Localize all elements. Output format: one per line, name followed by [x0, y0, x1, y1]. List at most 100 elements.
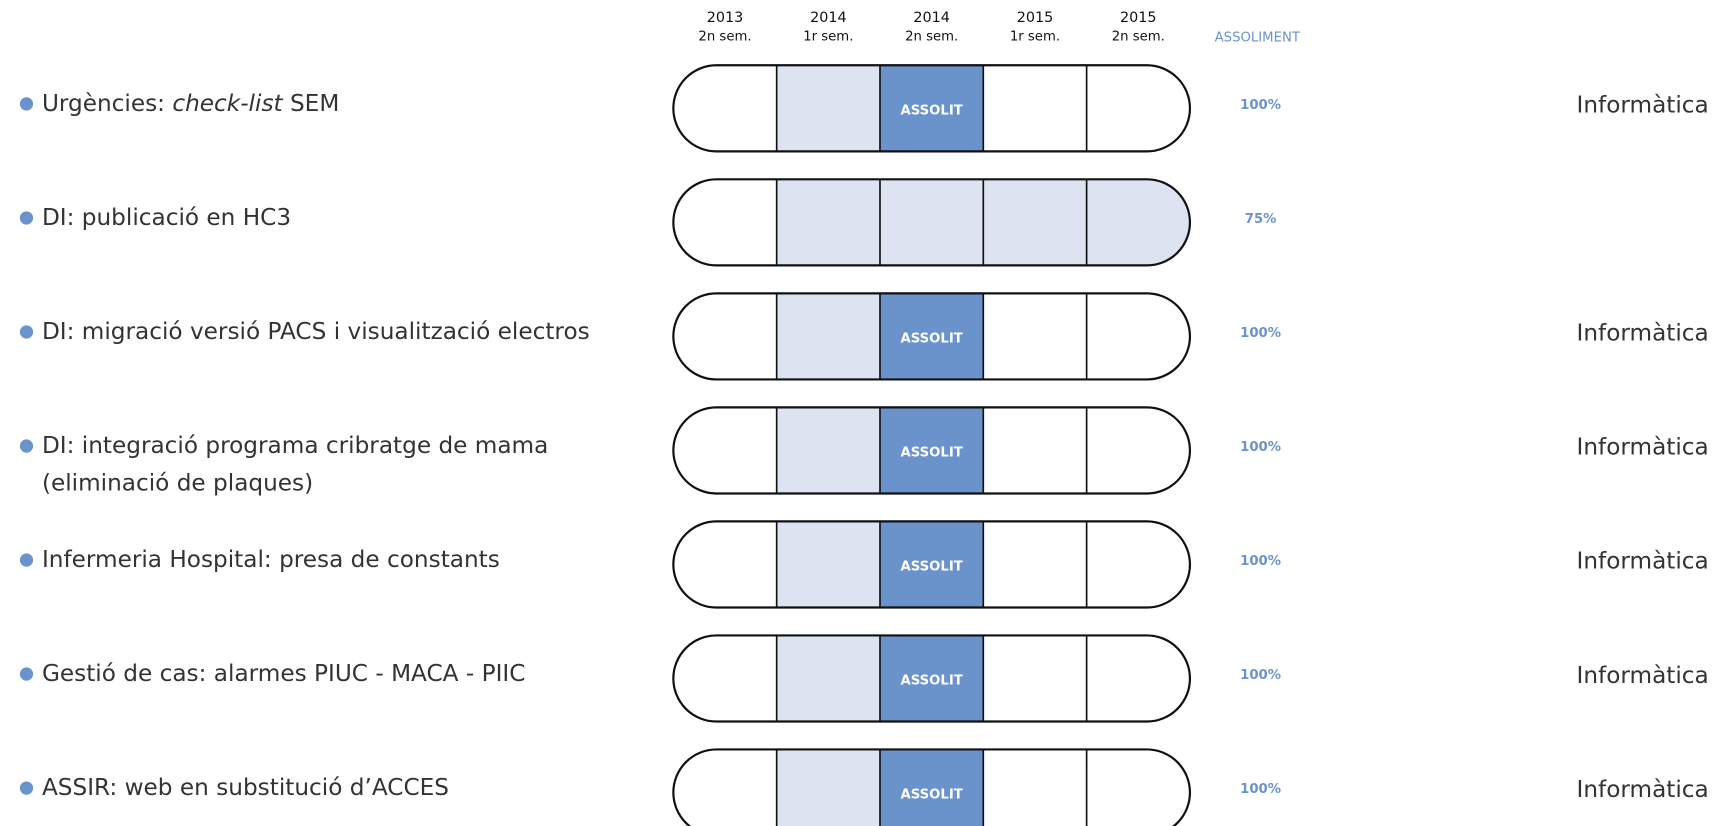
cell	[879, 293, 984, 380]
cell	[673, 293, 777, 380]
department: Informàtica	[1577, 434, 1709, 461]
pill-outline	[672, 64, 1192, 153]
row-label: Infermeria Hospital: presa de constants	[42, 546, 500, 573]
cell	[673, 635, 777, 722]
label-part: Infermeria Hospital: presa de constants	[42, 546, 500, 573]
cell	[983, 179, 1087, 266]
department: Informàtica	[1577, 662, 1709, 689]
label-part: SEM	[283, 89, 340, 116]
pill-outline	[672, 520, 1192, 609]
cell	[983, 635, 1087, 722]
pill-outline	[672, 406, 1192, 495]
progress: 100%	[1240, 326, 1281, 341]
bullet	[19, 325, 34, 339]
bullet	[19, 553, 34, 567]
pill-outline	[672, 634, 1192, 723]
cell	[879, 407, 984, 494]
pill-outline	[672, 292, 1192, 381]
progress-header: ASSOLIMENT	[1215, 31, 1301, 46]
row-label: DI: migració versió PACS i visualització…	[42, 317, 590, 344]
label-part: DI: migració versió PACS i visualització…	[42, 317, 590, 344]
progress: 100%	[1240, 554, 1281, 569]
label-part: Gestió de cas: alarmes PIUC - MACA - PII…	[42, 660, 526, 687]
cell	[879, 635, 984, 722]
cell	[879, 521, 984, 608]
cell	[879, 179, 984, 266]
label-part: DI: integració programa cribratge de mam…	[42, 432, 548, 459]
bullet	[19, 211, 34, 225]
label-part: (eliminació de plaques)	[42, 469, 313, 496]
pill	[673, 521, 1190, 608]
cell	[776, 407, 880, 494]
cell	[673, 65, 777, 152]
column-year: 2013	[707, 10, 744, 26]
cell-text: ASSOLIT	[900, 788, 962, 803]
cell	[983, 293, 1087, 380]
pill	[673, 749, 1190, 826]
department: Informàtica	[1577, 92, 1709, 119]
pill	[673, 293, 1190, 380]
pill	[673, 407, 1190, 494]
cell	[1086, 407, 1190, 494]
cell-text: ASSOLIT	[900, 332, 962, 347]
cell-text: ASSOLIT	[900, 104, 962, 119]
column-year: 2015	[1017, 10, 1054, 26]
cell	[673, 521, 777, 608]
progress: 100%	[1240, 440, 1281, 455]
column-year: 2014	[913, 10, 950, 26]
cell	[673, 179, 777, 266]
cell-text: ASSOLIT	[900, 446, 962, 461]
cell	[879, 65, 984, 152]
pill	[673, 179, 1190, 266]
column-period: 2n sem.	[698, 30, 751, 45]
row-label: (eliminació de plaques)	[42, 469, 313, 496]
row-label: ASSIR: web en substitució d’ACCES	[42, 774, 449, 801]
pill-outline	[672, 178, 1192, 267]
cell	[776, 179, 880, 266]
department: Informàtica	[1577, 320, 1709, 347]
bullet	[19, 439, 34, 453]
cell	[983, 749, 1087, 826]
cell	[879, 749, 984, 826]
cell	[673, 749, 777, 826]
progress: 100%	[1240, 98, 1281, 113]
pill	[673, 635, 1190, 722]
row-label: Gestió de cas: alarmes PIUC - MACA - PII…	[42, 660, 526, 687]
progress: 75%	[1245, 212, 1277, 227]
progress: 100%	[1240, 782, 1281, 797]
column-period: 2n sem.	[1112, 30, 1165, 45]
cell	[1086, 521, 1190, 608]
cell	[776, 521, 880, 608]
pill	[673, 65, 1190, 152]
cell	[983, 65, 1087, 152]
cell-text: ASSOLIT	[900, 674, 962, 689]
cell	[1086, 65, 1190, 152]
cell	[983, 407, 1087, 494]
cell	[1086, 749, 1190, 826]
bullet	[19, 97, 34, 111]
cell	[983, 521, 1087, 608]
bullet	[19, 667, 34, 681]
label-part: ASSIR: web en substitució d’ACCES	[42, 774, 449, 801]
column-period: 1r sem.	[803, 30, 853, 45]
column-year: 2015	[1120, 10, 1157, 26]
row-label: DI: publicació en HC3	[42, 203, 291, 230]
cell	[1086, 635, 1190, 722]
progress: 100%	[1240, 668, 1281, 683]
label-part: check-list	[172, 89, 283, 116]
bullet	[19, 781, 34, 795]
label-part: DI: publicació en HC3	[42, 203, 291, 230]
cell	[1086, 179, 1190, 266]
column-period: 1r sem.	[1010, 30, 1060, 45]
department: Informàtica	[1577, 776, 1709, 803]
cell	[673, 407, 777, 494]
label-part: Urgències:	[42, 89, 172, 116]
cell	[776, 65, 880, 152]
column-period: 2n sem.	[905, 30, 958, 45]
column-year: 2014	[810, 10, 847, 26]
cell	[776, 635, 880, 722]
cell-text: ASSOLIT	[900, 560, 962, 575]
row-label: DI: integració programa cribratge de mam…	[42, 432, 548, 459]
cell	[776, 749, 880, 826]
